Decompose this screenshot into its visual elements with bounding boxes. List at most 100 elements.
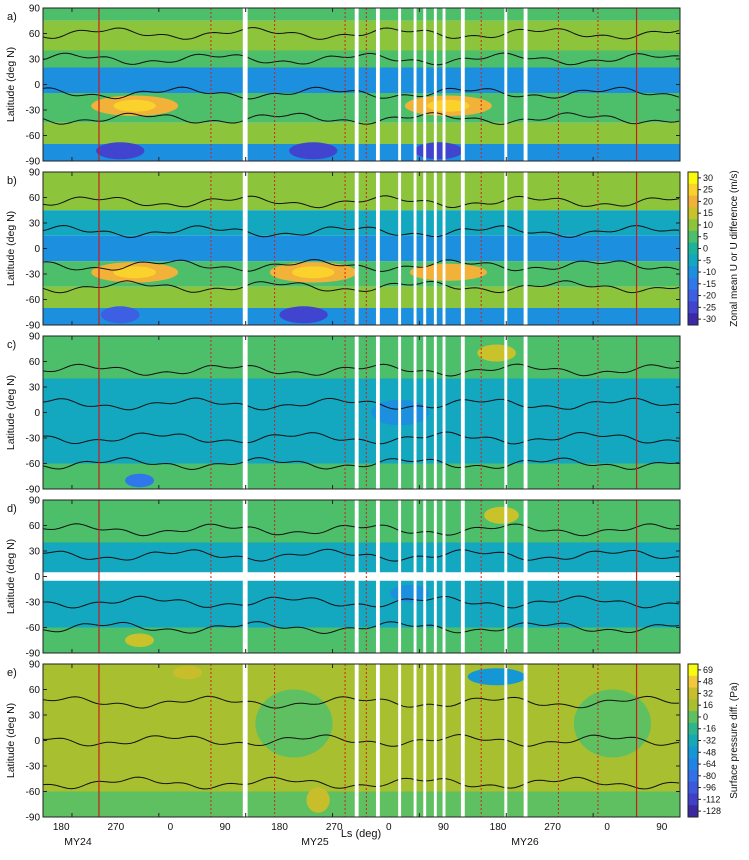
y-tick-label: -60: [26, 623, 41, 634]
colorbar-tick-label: -96: [703, 783, 716, 793]
colorbar-tick-label: -80: [703, 771, 716, 781]
colorbar-swatch: [688, 254, 698, 267]
heatmap-blob: [409, 263, 487, 281]
colorbar-tick-label: 25: [703, 185, 713, 195]
data-gap: [354, 172, 359, 325]
colorbar-tick-label: 0: [703, 712, 708, 722]
colorbar-swatch: [688, 758, 698, 771]
x-tick-label: 90: [656, 822, 668, 833]
y-tick-label: -90: [26, 321, 41, 332]
data-gap: [413, 8, 417, 161]
y-tick-label: -30: [26, 762, 41, 773]
colorbar-swatch: [688, 699, 698, 712]
colorbar-swatch: [688, 675, 698, 689]
data-gap: [460, 500, 465, 653]
y-tick-label: 90: [29, 4, 41, 15]
x-tick-label: 0: [168, 822, 174, 833]
heatmap-blob: [279, 306, 328, 324]
y-tick-label: -30: [26, 598, 41, 609]
data-gap: [242, 172, 248, 325]
contour-line: [43, 112, 680, 125]
heatmap-band: [43, 308, 680, 325]
colorbar-swatch: [688, 183, 698, 197]
y-tick-label: -30: [26, 434, 41, 445]
panel-d: 90 60 30 0 -30 -60 -90 d) Latitude (deg N): [5, 496, 681, 660]
contour-line: [43, 195, 680, 209]
y-tick-label: 30: [29, 55, 41, 66]
heatmap-blob: [484, 506, 519, 524]
contour-line: [43, 621, 680, 635]
colorbar-swatch: [688, 277, 698, 291]
y-tick-label: -60: [26, 459, 41, 470]
data-gap: [433, 664, 437, 817]
data-gap: [242, 336, 248, 489]
colorbar-tick-label: 32: [703, 688, 713, 698]
y-tick-label: 60: [29, 29, 41, 40]
heatmap-blob: [100, 306, 140, 324]
contour-line: [43, 280, 680, 294]
data-gap: [442, 500, 446, 653]
panels: 90 60 30 0 -30 -60 -90 a) Latitude (deg N) 90 60 30…: [5, 4, 681, 824]
data-gap: [398, 172, 402, 325]
data-gap: [504, 8, 508, 161]
colorbar-tick-label: 10: [703, 220, 713, 230]
colorbar-tick-label: -20: [703, 291, 716, 301]
y-axis-label: Latitude (deg N): [5, 539, 17, 614]
year-label: MY24: [64, 836, 92, 848]
y-axis-label: Latitude (deg N): [5, 211, 17, 286]
data-gap: [413, 664, 417, 817]
data-gap: [504, 336, 508, 489]
data-gap: [433, 500, 437, 653]
panel-letter: c): [7, 339, 16, 351]
y-tick-label: 30: [29, 219, 41, 230]
colorbar-swatch: [688, 746, 698, 759]
heatmap-body: [43, 336, 680, 489]
y-tick-label: -60: [26, 295, 41, 306]
data-gap: [504, 172, 508, 325]
data-gap: [504, 664, 508, 817]
data-gap: [398, 500, 402, 653]
colorbar-swatch: [688, 722, 698, 736]
colorbar-swatch: [688, 687, 698, 700]
panel-letter: e): [7, 667, 17, 679]
colorbar-tick-label: -48: [703, 747, 716, 757]
y-tick-label: -90: [26, 813, 41, 824]
heatmap-blob: [477, 344, 516, 362]
x-tick-label: 270: [544, 822, 561, 833]
colorbar-tick-label: -128: [703, 806, 721, 816]
colorbar-swatch: [688, 230, 698, 244]
panel-e: 90 60 30 0 -30 -60 -90 e) Latitude (deg N): [5, 660, 681, 824]
heatmap-band: [43, 144, 680, 161]
colorbar-swatch: [688, 664, 698, 677]
data-gap: [375, 336, 380, 489]
y-axis-label: Latitude (deg N): [5, 375, 17, 450]
x-tick-label: 90: [219, 822, 231, 833]
colorbar-swatch: [688, 195, 698, 208]
panel-c: 90 60 30 0 -30 -60 -90 c) Latitude (deg N): [5, 332, 681, 496]
x-tick-label: 0: [386, 822, 392, 833]
colorbar-tick-label: 0: [703, 244, 708, 254]
heatmap-blob: [255, 689, 333, 758]
heatmap-blob: [427, 99, 470, 112]
data-gap: [375, 500, 380, 653]
y-tick-label: -30: [26, 106, 41, 117]
panel-a: 90 60 30 0 -30 -60 -90 a) Latitude (deg N): [5, 4, 681, 168]
colorbar-swatch: [688, 289, 698, 302]
y-tick-label: -90: [26, 485, 41, 496]
heatmap-body: [43, 664, 680, 817]
colorbar-tick-label: -32: [703, 736, 716, 746]
contour-line: [43, 52, 680, 66]
data-gap: [375, 664, 380, 817]
colorbar-swatch: [688, 734, 698, 747]
heatmap-blob: [289, 142, 338, 160]
colorbar-tick-label: -30: [703, 314, 716, 324]
contour-line: [43, 548, 680, 562]
heatmap-band: [43, 286, 680, 308]
data-gap: [413, 336, 417, 489]
colorbar-tick-label: 16: [703, 700, 713, 710]
colorbar-swatch: [688, 805, 698, 818]
y-axis-label: Latitude (deg N): [5, 703, 17, 778]
contour-line: [43, 595, 680, 609]
